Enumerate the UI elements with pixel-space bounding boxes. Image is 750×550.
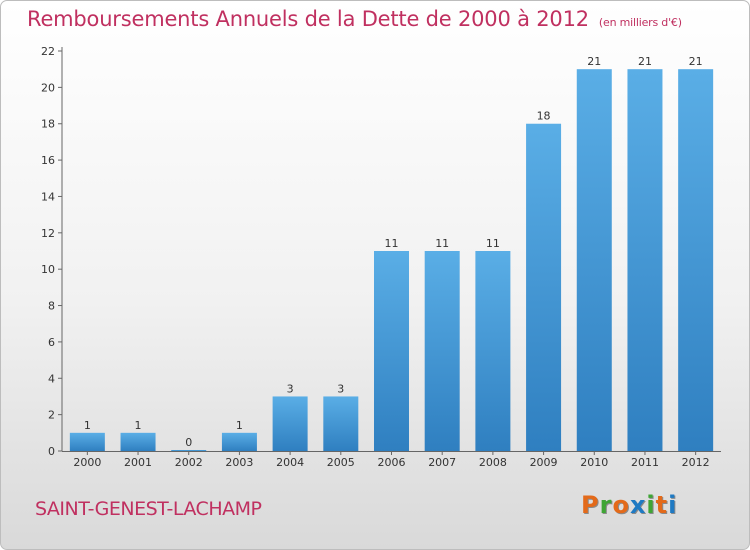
x-tick-label: 2010 [580, 456, 608, 469]
y-tick-label: 20 [41, 81, 55, 94]
bar [120, 432, 156, 451]
bar-value-label: 21 [587, 55, 601, 68]
y-tick-label: 14 [41, 190, 55, 203]
x-tick-label: 2008 [479, 456, 507, 469]
x-tick-label: 2011 [631, 456, 659, 469]
bar [221, 432, 257, 451]
bar-value-label: 11 [385, 237, 399, 250]
y-tick-label: 18 [41, 118, 55, 131]
bar-value-label: 0 [185, 436, 192, 449]
bar [475, 251, 511, 451]
bar [171, 450, 207, 451]
y-tick-label: 2 [48, 409, 55, 422]
x-tick-label: 2004 [276, 456, 304, 469]
y-tick-label: 16 [41, 154, 55, 167]
bar-value-label: 11 [435, 237, 449, 250]
bar [678, 69, 714, 451]
x-tick-label: 2005 [327, 456, 355, 469]
logo-letter: o [612, 491, 630, 519]
bar [272, 396, 308, 451]
unit-label: (en milliers d'€) [598, 16, 682, 29]
x-tick-label: 2012 [682, 456, 710, 469]
place-name: SAINT-GENEST-LACHAMP [35, 498, 262, 520]
x-tick-label: 2009 [530, 456, 558, 469]
bar-value-label: 18 [537, 110, 551, 123]
bar [323, 396, 359, 451]
bar-value-label: 1 [135, 419, 142, 432]
bar [374, 251, 409, 451]
y-tick-label: 22 [41, 45, 55, 58]
x-tick-label: 2006 [378, 456, 406, 469]
bar-value-label: 1 [236, 419, 243, 432]
proxiti-logo[interactable]: Proxiti [581, 491, 677, 519]
bar-value-label: 3 [287, 382, 294, 395]
bars [69, 69, 714, 452]
bar-value-label: 21 [689, 55, 703, 68]
logo-letter: r [599, 491, 613, 519]
y-tick-label: 6 [48, 336, 55, 349]
bar-value-label: 1 [84, 419, 91, 432]
x-tick-label: 2001 [124, 456, 152, 469]
y-tick-label: 10 [41, 263, 55, 276]
x-tick-label: 2007 [428, 456, 456, 469]
logo-letter: P [581, 491, 600, 519]
x-tick-label: 2003 [225, 456, 253, 469]
bar-value-label: 11 [486, 237, 500, 250]
bar [69, 432, 105, 451]
y-tick-label: 0 [48, 445, 55, 458]
logo-letter: t [655, 491, 669, 519]
logo-letter: i [646, 491, 656, 519]
x-tick-label: 2000 [73, 456, 101, 469]
bar-value-label: 21 [638, 55, 652, 68]
y-tick-label: 12 [41, 227, 55, 240]
y-tick-label: 8 [48, 300, 55, 313]
y-tick-label: 4 [48, 372, 55, 385]
logo-letter: x [629, 491, 647, 519]
logo-letter: i [668, 491, 678, 519]
bar [424, 251, 460, 451]
chart-title: Remboursements Annuels de la Dette de 20… [27, 7, 682, 31]
x-tick-label: 2002 [175, 456, 203, 469]
bar [627, 69, 663, 451]
bar-value-label: 3 [337, 382, 344, 395]
bar [526, 123, 562, 452]
bar [576, 69, 612, 451]
